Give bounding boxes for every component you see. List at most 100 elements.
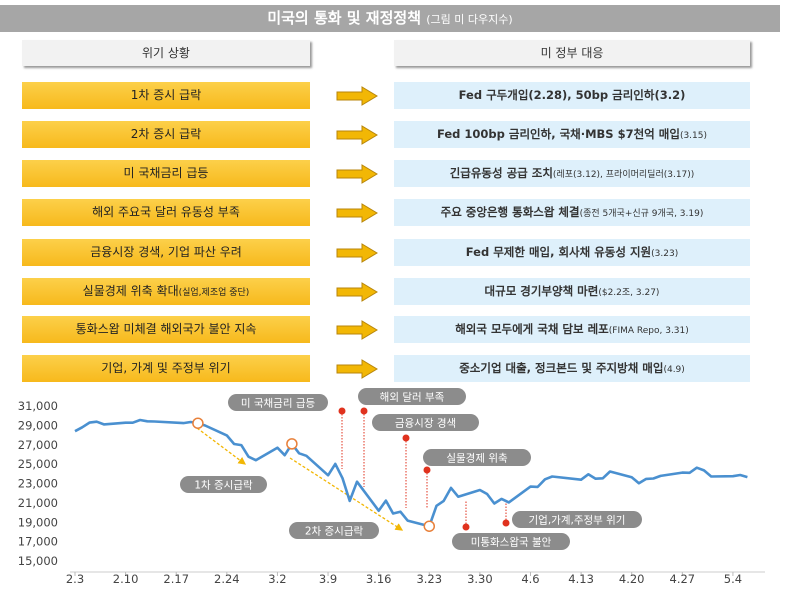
crisis-item: 통화스왑 미체결 해외국가 불안 지속 [22,316,310,343]
crisis-item: 미 국채금리 급등 [22,160,310,187]
crisis-note: (실업,제조업 중단) [178,288,250,298]
crisis-text: 2차 증시 급락 [130,127,202,141]
crisis-item: 기업, 가계 및 주정부 위기 [22,355,310,382]
response-item: 중소기업 대출, 정크본드 및 주지방채 매입(4.9) [394,355,750,382]
x-tick-label: 3.30 [467,572,493,586]
event-dot [360,407,368,415]
response-text: Fed 100bp 금리인하, 국채·MBS $7천억 매입 [436,127,680,141]
arrow-right-icon [336,282,378,302]
response-note: (종전 5개국+신규 9개국, 3.19) [579,209,704,219]
response-text: 해외국 모두에게 국채 담보 레포 [455,322,609,336]
x-tick-label: 4.27 [670,572,696,586]
annotation-pill [452,533,570,550]
y-tick-label: 19,000 [18,515,58,529]
response-item: Fed 구두개입(2.28), 50bp 금리인하(3.2) [394,82,750,109]
crisis-text: 통화스왑 미체결 해외국가 불안 지속 [75,322,257,336]
x-tick-label: 4.13 [568,572,594,586]
arrow-right-icon [336,164,378,184]
event-dot [338,407,346,415]
response-text: 주요 중앙은행 통화스왑 체결 [440,205,580,219]
highlight-circle [192,417,204,429]
y-tick-label: 25,000 [18,457,58,471]
y-tick-label: 15,000 [18,554,58,568]
response-item: Fed 무제한 매입, 회사채 유동성 지원(3.23) [394,239,750,266]
annotation-pill [372,414,479,431]
response-text: Fed 무제한 매입, 회사채 유동성 지원 [465,245,652,259]
arrow-right-icon [336,86,378,106]
y-tick-label: 21,000 [18,496,58,510]
x-tick-label: 3.2 [268,572,286,586]
x-tick-label: 2.3 [66,572,84,586]
response-item: Fed 100bp 금리인하, 국채·MBS $7천억 매입(3.15) [394,121,750,148]
crisis-column-header: 위기 상황 [22,40,310,66]
crisis-text: 금융시장 경색, 기업 파산 우려 [90,245,242,259]
y-tick-label: 17,000 [18,535,58,549]
crisis-item: 금융시장 경색, 기업 파산 우려 [22,239,310,266]
x-tick-label: 2.17 [163,572,189,586]
annotation-label: 해외 달러 부족 [380,391,445,404]
response-item: 긴급유동성 공급 조치(레포(3.12), 프라이머리딜러(3.17)) [394,160,750,187]
highlight-circle [286,438,298,450]
arrow-right-icon [336,125,378,145]
event-dot [402,434,410,442]
crisis-item: 해외 주요국 달러 유동성 부족 [22,199,310,226]
annotation-pill [512,511,642,528]
response-note: (3.15) [679,131,707,141]
trend-arrow [289,457,404,531]
annotation-pill [180,476,267,493]
annotation-label: 미 국채금리 급등 [241,398,316,410]
crisis-text: 미 국채금리 급등 [123,166,209,180]
title-sub: (그림 미 다우지수) [426,13,513,26]
x-tick-label: 2.24 [214,572,240,586]
x-tick-label: 2.10 [113,572,139,586]
annotation-label: 1차 증시급락 [194,480,253,492]
response-item: 해외국 모두에게 국채 담보 레포(FIMA Repo, 3.31) [394,316,750,343]
y-tick-label: 23,000 [18,477,58,491]
series-line [74,418,748,528]
y-tick-label: 31,000 [18,399,58,413]
trend-arrow [192,424,247,465]
response-text: 대규모 경기부양책 마련 [484,284,599,298]
response-note: ($2.2조, 3.27) [598,288,660,298]
annotation-pill [423,449,531,466]
response-column-header: 미 정부 대응 [394,40,750,66]
response-text: Fed 구두개입(2.28), 50bp 금리인하(3.2) [458,88,686,102]
arrow-right-icon [336,203,378,223]
x-tick-label: 5.4 [724,572,742,586]
x-tick-label: 3.9 [319,572,337,586]
response-text: 긴급유동성 공급 조치 [449,166,553,180]
annotation-pill [289,522,379,539]
response-item: 대규모 경기부양책 마련($2.2조, 3.27) [394,278,750,305]
y-tick-label: 29,000 [18,418,58,432]
x-tick-label: 3.23 [416,572,442,586]
x-tick-label: 4.20 [619,572,645,586]
arrow-right-icon [336,320,378,340]
crisis-item: 1차 증시 급락 [22,82,310,109]
response-item: 주요 중앙은행 통화스왑 체결(종전 5개국+신규 9개국, 3.19) [394,199,750,226]
crisis-text: 기업, 가계 및 주정부 위기 [101,361,231,375]
response-note: (3.23) [651,249,679,259]
event-dot [423,466,431,474]
response-note: (FIMA Repo, 3.31) [608,326,689,336]
arrow-right-icon [336,359,378,379]
annotation-label: 금융시장 경색 [395,417,456,430]
crisis-text: 실물경제 위축 확대 [82,284,179,298]
annotation-label: 실물경제 위축 [446,452,508,465]
highlight-circle [423,520,436,532]
event-dot [502,519,510,527]
response-text: 중소기업 대출, 정크본드 및 주지방채 매입 [459,361,664,375]
annotation-label: 미통화스왑국 불안 [471,537,552,549]
page-title: 미국의 통화 및 재정정책 (그림 미 다우지수) [0,5,780,32]
event-dot [462,523,470,531]
annotation-pill [228,394,328,411]
crisis-text: 해외 주요국 달러 유동성 부족 [92,205,240,219]
y-tick-label: 27,000 [18,438,58,452]
title-main: 미국의 통화 및 재정정책 [267,9,421,27]
annotation-label: 기업,가계,주정부 위기 [529,514,626,527]
annotation-pill [358,388,466,405]
x-tick-label: 3.16 [366,572,392,586]
crisis-text: 1차 증시 급락 [130,88,202,102]
response-note: (4.9) [663,365,685,375]
arrow-right-icon [336,243,378,263]
crisis-item: 실물경제 위축 확대(실업,제조업 중단) [22,278,310,305]
